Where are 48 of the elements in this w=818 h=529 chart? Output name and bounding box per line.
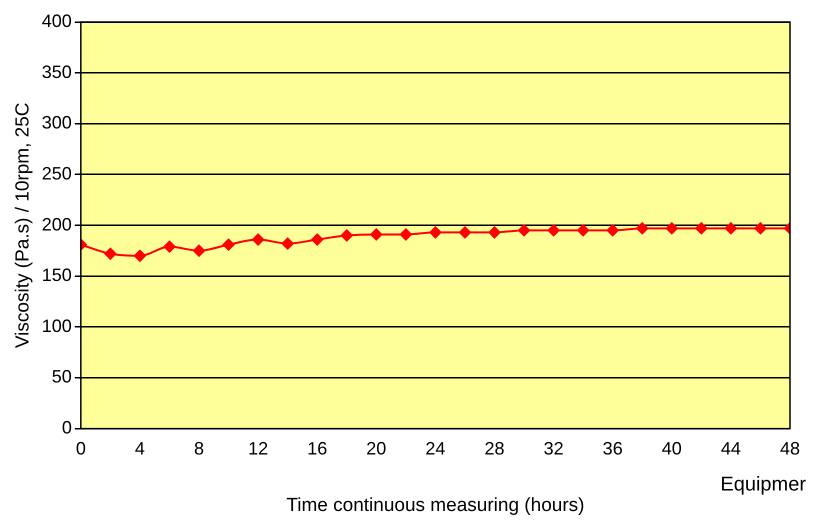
point (548, 224, 560, 236)
x-tick-label: 36 (602, 438, 623, 458)
x-tick-label: 44 (720, 438, 741, 458)
x-tick-label: 0 (76, 438, 86, 458)
y-tick-label: 350 (42, 62, 72, 82)
point (458, 226, 471, 238)
x-tick-label: 4 (134, 438, 145, 458)
point (666, 222, 678, 234)
x-tick-label: 16 (307, 438, 328, 458)
x-tick-label: 48 (780, 438, 800, 458)
point (606, 224, 619, 236)
y-tick-label: 100 (42, 316, 72, 336)
y-axis-title: Viscosity (Pa.s) / 10rpm, 25C (12, 102, 34, 348)
y-tick-label: 200 (42, 214, 72, 234)
y-tick-label: 0 (62, 418, 72, 438)
x-tick-label: 32 (544, 438, 564, 458)
point (252, 234, 264, 246)
point (429, 226, 442, 238)
point (636, 222, 648, 234)
x-axis-title: Time continuous measuring (hours) (286, 494, 584, 516)
point (518, 224, 530, 236)
point (754, 222, 766, 234)
point (163, 240, 176, 253)
point (370, 228, 382, 240)
x-tick-label: 24 (425, 438, 446, 458)
y-tick-label: 50 (52, 366, 72, 387)
point (488, 226, 501, 238)
y-tick-label: 250 (42, 163, 72, 184)
point (222, 238, 235, 251)
point (577, 224, 590, 236)
text: Equipmer (720, 474, 806, 496)
point (104, 248, 116, 260)
y-tick-label: 150 (42, 265, 72, 286)
x-tick-label: 20 (366, 438, 386, 458)
y-tick-label: 300 (42, 112, 72, 133)
point (340, 229, 353, 242)
x-tick-label: 12 (248, 438, 268, 458)
x-tick-label: 28 (484, 438, 505, 458)
y-tick-label: 400 (42, 10, 72, 31)
point (193, 244, 206, 257)
point (282, 238, 294, 250)
x-tick-label: 8 (194, 438, 204, 458)
point (134, 250, 146, 262)
point (724, 222, 737, 234)
point (311, 234, 324, 246)
x-tick-label: 40 (662, 438, 682, 458)
point (695, 222, 708, 234)
point (400, 228, 412, 240)
